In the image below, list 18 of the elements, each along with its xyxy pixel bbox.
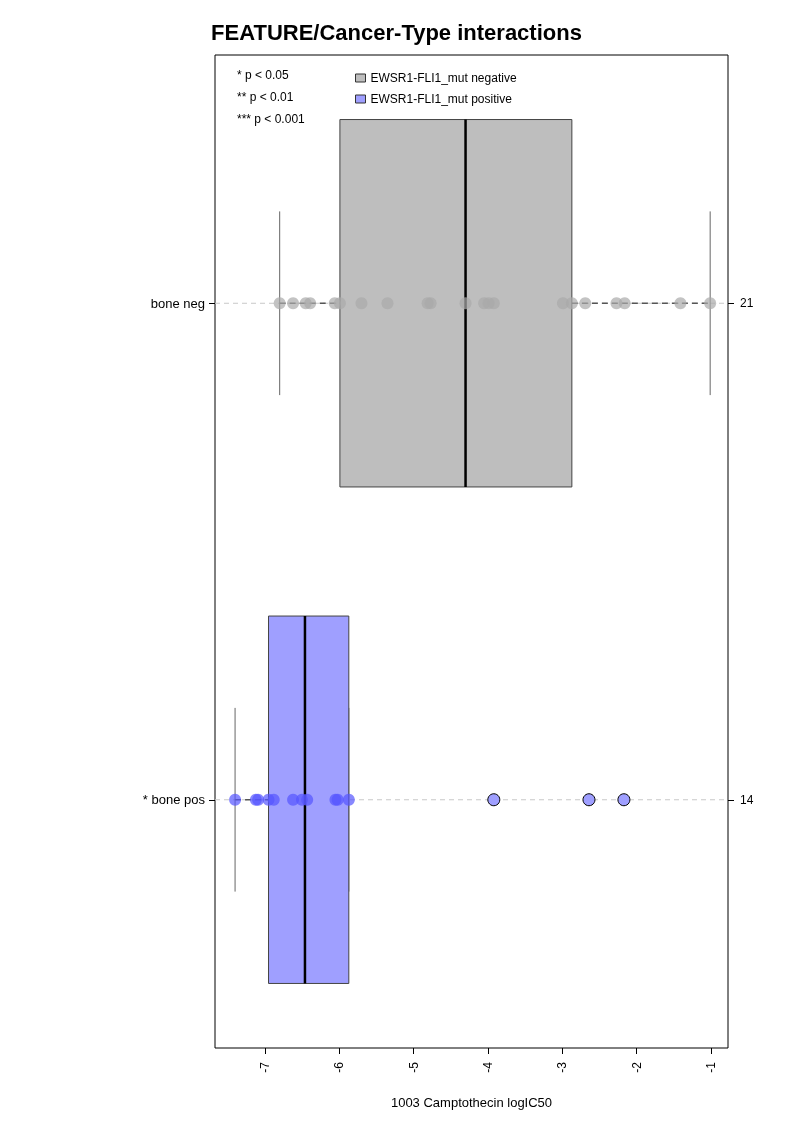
legend-label: EWSR1-FLI1_mut positive [370,92,513,106]
x-tick-label: -3 [555,1061,570,1073]
x-tick-label: -7 [257,1061,272,1073]
annotation: *** p < 0.001 [237,112,306,126]
x-tick-label: -4 [480,1061,495,1073]
x-tick-label: -6 [332,1061,347,1073]
x-tick-label: -2 [629,1061,644,1073]
annotation: * p < 0.05 [237,68,290,82]
y2-tick-label: 14 [740,792,754,807]
annotation: ** p < 0.01 [237,90,294,104]
y2-tick-label: 21 [740,296,754,311]
y-tick-label: bone neg [150,295,205,311]
x-tick-label: -1 [703,1061,718,1073]
y-tick-label: * bone pos [142,792,206,808]
legend-label: EWSR1-FLI1_mut negative [370,71,517,85]
chart-title: FEATURE/Cancer-Type interactions [211,19,582,45]
x-tick-label: -5 [406,1061,421,1073]
x-axis-title: 1003 Camptothecin logIC50 [390,1095,553,1110]
